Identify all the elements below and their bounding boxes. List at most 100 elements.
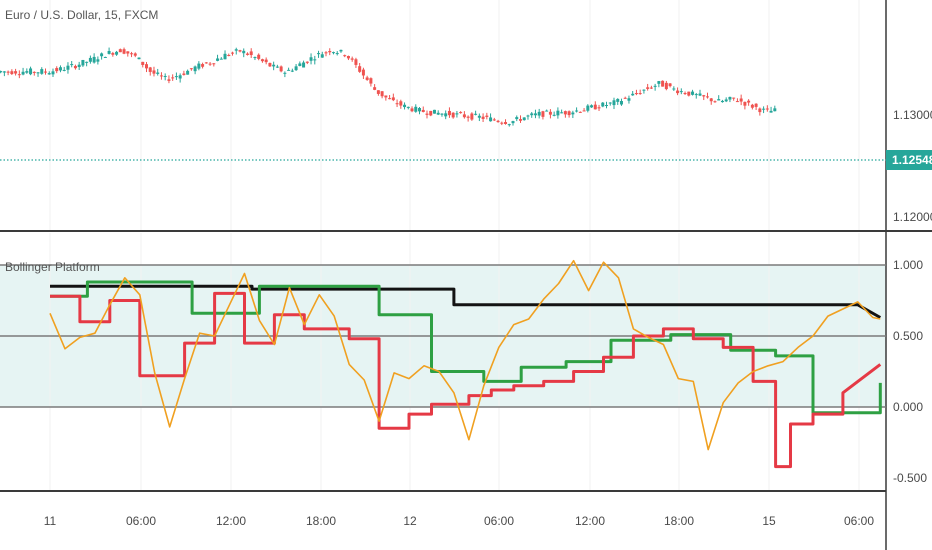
candle-body bbox=[208, 63, 212, 65]
candle-body bbox=[279, 66, 283, 72]
candle-body bbox=[459, 112, 463, 114]
candle-body bbox=[762, 108, 766, 110]
candle-body bbox=[324, 52, 328, 54]
candle-body bbox=[470, 113, 474, 120]
indicator-tick-2: 0.500 bbox=[893, 329, 923, 343]
indicator-lines bbox=[49, 259, 882, 469]
candle-body bbox=[264, 59, 268, 63]
candle-body bbox=[133, 53, 137, 56]
candle-body bbox=[268, 62, 272, 67]
candle-body bbox=[436, 112, 440, 115]
candle-body bbox=[687, 91, 691, 96]
candle-body bbox=[103, 56, 107, 58]
candle-body bbox=[769, 110, 773, 113]
candle-body bbox=[302, 62, 306, 68]
candle-body bbox=[638, 93, 642, 95]
candle-body bbox=[73, 65, 77, 69]
candle-body bbox=[773, 108, 777, 112]
candle-body bbox=[354, 59, 358, 65]
candle-body bbox=[339, 49, 343, 52]
candle-body bbox=[197, 63, 201, 69]
indicator-tick-1: 1.000 bbox=[893, 258, 923, 272]
candle-body bbox=[739, 98, 743, 102]
candle-body bbox=[17, 74, 21, 76]
x-axis-labels: 11 06:00 12:00 18:00 12 06:00 12:00 18:0… bbox=[44, 514, 875, 528]
candle-body bbox=[444, 113, 448, 117]
candle-body bbox=[70, 64, 74, 66]
candle-body bbox=[634, 93, 638, 95]
candle-body bbox=[466, 116, 470, 118]
x-tick-0: 11 bbox=[44, 514, 57, 528]
candle-body bbox=[545, 110, 549, 112]
candle-body bbox=[743, 101, 747, 106]
candle-body bbox=[62, 69, 66, 71]
candle-body bbox=[111, 53, 115, 55]
x-tick-4: 12 bbox=[403, 514, 417, 528]
candle-body bbox=[522, 117, 526, 121]
candle-body bbox=[189, 68, 193, 70]
candle-body bbox=[425, 113, 429, 115]
candle-body bbox=[421, 109, 425, 113]
candle-body bbox=[231, 52, 235, 54]
candle-body bbox=[44, 71, 48, 73]
candle-body bbox=[489, 117, 493, 122]
candle-body bbox=[724, 99, 728, 102]
candle-body bbox=[492, 119, 496, 121]
candle-body bbox=[358, 66, 362, 72]
candle-body bbox=[174, 76, 178, 78]
candle-body bbox=[0, 71, 3, 73]
candle-body bbox=[201, 64, 205, 67]
indicator-series-black bbox=[50, 284, 882, 319]
candle-body bbox=[66, 65, 70, 70]
candle-body bbox=[717, 99, 721, 101]
candle-body bbox=[100, 53, 104, 57]
candle-body bbox=[664, 82, 668, 90]
candle-body bbox=[440, 113, 444, 115]
candle-body bbox=[380, 91, 384, 97]
candle-body bbox=[32, 71, 36, 73]
candle-body bbox=[391, 97, 395, 101]
candle-body bbox=[287, 69, 291, 71]
candle-body bbox=[107, 50, 111, 54]
candle-body bbox=[298, 63, 302, 66]
candle-body bbox=[346, 56, 350, 59]
candle-body bbox=[159, 75, 163, 77]
price-pane-title: Euro / U.S. Dollar, 15, FXCM bbox=[5, 8, 158, 22]
candle-body bbox=[702, 95, 706, 97]
candle-body bbox=[642, 89, 646, 91]
candle-body bbox=[182, 73, 186, 75]
x-tick-7: 18:00 bbox=[664, 514, 694, 528]
candle-body bbox=[619, 101, 623, 105]
candle-body bbox=[309, 57, 313, 61]
x-tick-5: 06:00 bbox=[484, 514, 514, 528]
candle-body bbox=[156, 72, 160, 74]
candle-body bbox=[646, 87, 650, 89]
x-tick-2: 12:00 bbox=[216, 514, 246, 528]
candle-body bbox=[683, 93, 687, 95]
candle-body bbox=[141, 61, 145, 65]
candle-body bbox=[25, 71, 29, 73]
candle-body bbox=[597, 107, 601, 109]
candle-body bbox=[563, 111, 567, 115]
indicator-series-orange bbox=[49, 259, 881, 451]
candle-body bbox=[365, 77, 369, 80]
candle-body bbox=[593, 104, 597, 110]
candle-body bbox=[6, 71, 10, 73]
candle-body bbox=[623, 97, 627, 99]
candle-body bbox=[552, 114, 556, 116]
price-gridlines bbox=[49, 0, 860, 230]
candle-body bbox=[728, 96, 732, 100]
candle-body bbox=[144, 64, 148, 69]
candle-body bbox=[36, 72, 40, 74]
candle-body bbox=[451, 112, 455, 118]
candle-body bbox=[257, 54, 261, 59]
candle-body bbox=[130, 53, 134, 55]
candle-body bbox=[361, 69, 365, 76]
candle-body bbox=[698, 93, 702, 96]
candle-body bbox=[608, 102, 612, 104]
price-pane[interactable] bbox=[0, 0, 886, 230]
candle-body bbox=[137, 57, 141, 60]
candle-body bbox=[275, 66, 279, 68]
current-price-badge bbox=[886, 150, 932, 170]
